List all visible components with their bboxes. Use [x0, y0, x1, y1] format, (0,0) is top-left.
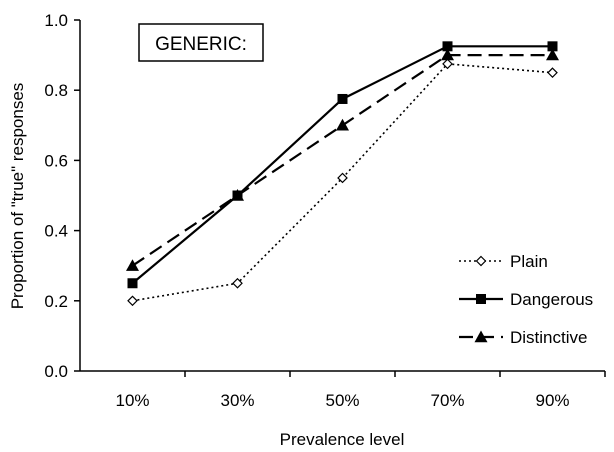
series-line-distinctive	[133, 55, 553, 266]
x-tick-label: 70%	[430, 391, 464, 410]
x-tick-marks: 10% 30% 50% 70% 90%	[115, 371, 605, 410]
x-axis-title: Prevalence level	[280, 430, 405, 449]
title-box: GENERIC:	[139, 24, 263, 61]
plot-area: 10% 30% 50% 70% 90% 0.0 0.2 0.4 0.6 0.8 1.0	[44, 11, 605, 410]
legend-marker-dangerous	[476, 294, 486, 304]
y-tick-label: 0.4	[44, 222, 68, 241]
data-point-plain	[128, 296, 137, 305]
data-point-plain	[548, 68, 557, 77]
x-tick-label: 30%	[220, 391, 254, 410]
legend-label: Distinctive	[510, 328, 587, 347]
data-point-distinctive	[336, 119, 349, 131]
legend-entry-dangerous: Dangerous	[459, 290, 593, 309]
series-layer	[126, 41, 559, 305]
legend-label: Dangerous	[510, 290, 593, 309]
legend-label: Plain	[510, 252, 548, 271]
y-tick-label: 0.2	[44, 292, 68, 311]
y-tick-label: 1.0	[44, 11, 68, 30]
x-tick-label: 50%	[325, 391, 359, 410]
series-dangerous	[128, 41, 558, 288]
y-tick-marks: 0.0 0.2 0.4 0.6 0.8 1.0	[44, 11, 80, 381]
x-tick-label: 10%	[115, 391, 149, 410]
legend-entry-distinctive: Distinctive	[459, 328, 587, 347]
y-tick-label: 0.0	[44, 362, 68, 381]
y-axis-title: Proportion of "true" responses	[8, 83, 27, 310]
legend-marker-plain	[477, 257, 486, 266]
data-point-dangerous	[128, 278, 138, 288]
data-point-dangerous	[338, 94, 348, 104]
title-box-label: GENERIC:	[155, 34, 247, 55]
legend: Plain Dangerous Distinctive	[459, 252, 593, 347]
x-tick-label: 90%	[535, 391, 569, 410]
data-point-distinctive	[126, 259, 139, 271]
y-tick-label: 0.6	[44, 151, 68, 170]
legend-entry-plain: Plain	[459, 252, 548, 271]
y-tick-label: 0.8	[44, 81, 68, 100]
series-distinctive	[126, 49, 559, 271]
series-line-dangerous	[133, 46, 553, 283]
